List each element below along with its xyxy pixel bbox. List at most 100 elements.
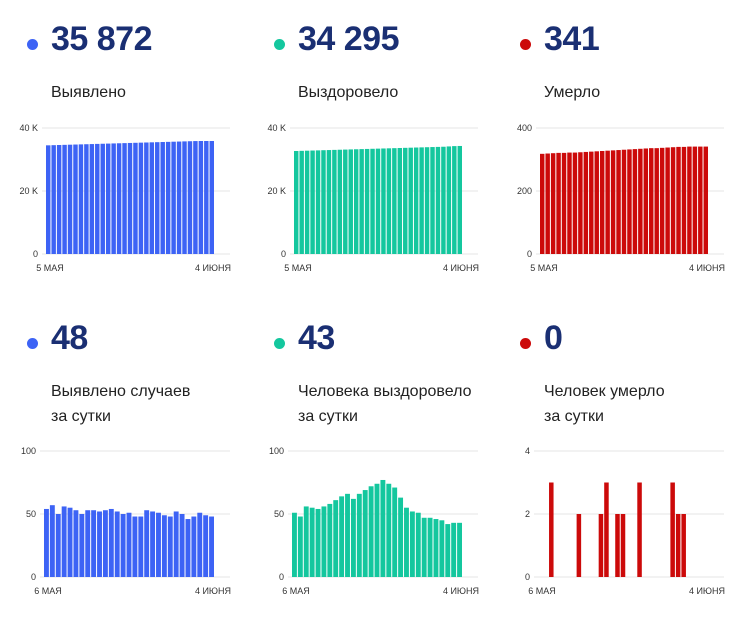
bar	[452, 146, 457, 254]
bar	[427, 517, 433, 577]
bar	[332, 149, 337, 254]
y-tick-label: 40 K	[267, 123, 286, 133]
chart-daily-died: 0 2 4 6 МАЯ 4 ИЮНЯ	[525, 446, 725, 596]
bar	[610, 150, 616, 254]
y-tick-label: 4	[525, 446, 530, 456]
total-recovered-label: Выздоровело	[298, 80, 518, 105]
bar	[681, 146, 687, 254]
bar	[419, 147, 424, 254]
bar	[326, 150, 332, 254]
bar	[380, 479, 386, 577]
bar	[62, 144, 67, 254]
bar	[692, 146, 698, 254]
bar	[138, 516, 144, 577]
bar	[333, 500, 339, 577]
label-line: за сутки	[298, 408, 358, 425]
bar	[370, 148, 375, 254]
x-tick-label: 6 МАЯ	[34, 586, 62, 596]
y-tick-label: 100	[21, 446, 36, 456]
chart-detected: 0 20 K 40 K 5 МАЯ 4 ИЮНЯ	[19, 123, 231, 273]
bar	[561, 152, 567, 254]
bar	[133, 142, 138, 254]
bar	[698, 146, 703, 254]
bar	[292, 512, 297, 577]
bar	[572, 152, 578, 254]
bar	[457, 145, 462, 254]
bar	[649, 148, 654, 254]
bar	[315, 508, 321, 577]
bar	[643, 148, 649, 254]
bar	[670, 147, 676, 254]
bar	[687, 146, 692, 254]
bar	[155, 142, 160, 254]
bar	[576, 514, 582, 577]
bar	[392, 148, 397, 254]
bar	[703, 146, 708, 254]
bar	[185, 519, 191, 577]
bar	[368, 486, 374, 577]
bar	[144, 142, 149, 254]
bar	[408, 147, 413, 254]
bar	[55, 514, 61, 577]
bar	[441, 146, 446, 254]
y-tick-label: 50	[274, 509, 284, 519]
bar	[598, 514, 604, 577]
x-tick-label: 6 МАЯ	[282, 586, 310, 596]
bar	[392, 487, 398, 577]
legend-dot	[520, 338, 531, 349]
label-line: Человека выздоровело	[298, 383, 472, 400]
legend-dot	[274, 39, 285, 50]
bar	[51, 145, 56, 254]
x-tick-label: 5 МАЯ	[36, 263, 64, 273]
bar	[567, 152, 572, 254]
x-tick-label: 4 ИЮНЯ	[195, 586, 231, 596]
bar	[364, 148, 370, 254]
y-tick-label: 400	[517, 123, 532, 133]
bar	[299, 150, 304, 254]
bar	[627, 149, 632, 254]
bar	[446, 146, 452, 254]
bar	[122, 143, 127, 254]
y-tick-label: 0	[525, 572, 530, 582]
bar	[111, 143, 116, 254]
bar	[550, 153, 556, 254]
bar	[665, 147, 670, 254]
bar	[73, 144, 78, 254]
bar	[599, 150, 605, 254]
daily-died-value: 0	[544, 319, 563, 357]
bar	[46, 145, 51, 254]
legend-dot	[274, 338, 285, 349]
label-line: Выздоровело	[298, 84, 399, 101]
bar	[187, 141, 193, 254]
bar	[413, 147, 419, 254]
bar	[176, 141, 182, 254]
x-tick-label: 5 МАЯ	[530, 263, 558, 273]
bar	[310, 150, 315, 254]
y-tick-label: 0	[279, 572, 284, 582]
bar	[659, 147, 665, 254]
bar	[132, 516, 138, 577]
bar	[616, 150, 621, 254]
bar	[193, 141, 198, 254]
legend-dot	[27, 338, 38, 349]
bar	[424, 147, 430, 254]
bar	[197, 512, 203, 577]
bar	[321, 150, 326, 254]
bar	[654, 148, 659, 254]
x-tick-label: 4 ИЮНЯ	[689, 263, 725, 273]
bar	[415, 512, 421, 577]
bar	[637, 482, 642, 577]
bar	[386, 483, 392, 577]
bar	[439, 520, 445, 577]
bar	[61, 506, 67, 577]
bar	[386, 148, 392, 254]
y-tick-label: 100	[269, 446, 284, 456]
bar	[182, 141, 187, 254]
bar	[100, 143, 105, 254]
total-recovered-value: 34 295	[298, 20, 400, 58]
bar	[73, 510, 79, 577]
bar	[343, 149, 348, 254]
bar	[556, 152, 561, 254]
bar	[348, 149, 353, 254]
bar	[161, 515, 167, 577]
